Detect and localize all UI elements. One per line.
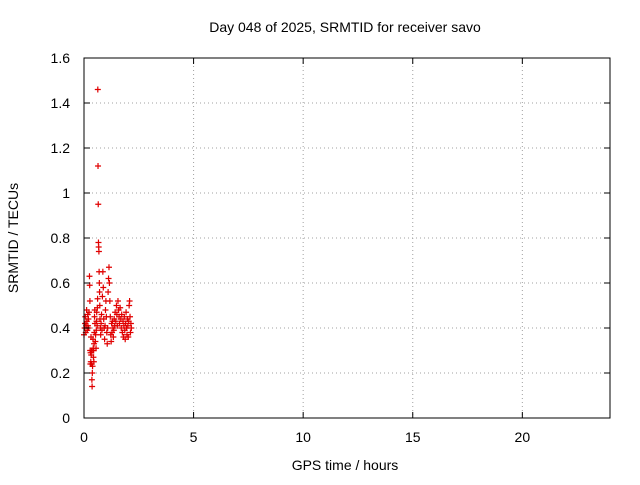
data-point (92, 331, 99, 338)
data-point (98, 320, 105, 327)
data-point (93, 327, 100, 334)
data-point (106, 298, 113, 304)
y-tick-label: 1.4 (51, 95, 71, 111)
data-point (103, 329, 110, 336)
data-point (127, 329, 134, 336)
data-point (110, 327, 117, 334)
y-tick-label: 0.6 (51, 275, 71, 291)
data-point (86, 273, 93, 280)
y-tick-label: 0.8 (51, 230, 71, 246)
data-point (116, 320, 123, 327)
data-point (122, 336, 129, 343)
y-tick-label: 1 (62, 185, 70, 201)
data-point (108, 338, 115, 345)
data-point (100, 284, 107, 291)
y-tick-label: 1.6 (51, 50, 71, 66)
data-point (96, 280, 103, 286)
y-tick-label: 0.2 (51, 365, 71, 381)
data-point (124, 322, 131, 329)
data-point (96, 302, 103, 309)
data-point (93, 318, 100, 325)
data-point (92, 338, 99, 345)
x-tick-label: 20 (515, 429, 531, 445)
data-point (102, 307, 109, 313)
data-point (99, 293, 106, 300)
data-point (107, 313, 114, 320)
y-tick-label: 0 (62, 410, 70, 426)
data-point (94, 322, 101, 329)
plot-frame (83, 57, 611, 419)
data-point (97, 331, 104, 338)
axis-ticks: 0 5 10 15 20 0 0.2 0.4 0.6 0.8 1 1.2 1.4 1.6 (51, 50, 610, 445)
data-point (89, 363, 96, 370)
data-point (106, 280, 113, 286)
grid-lines (84, 58, 610, 418)
x-tick-label: 0 (80, 429, 88, 445)
data-point (114, 298, 121, 304)
data-point (123, 309, 130, 316)
data-point (86, 309, 93, 316)
data-point (105, 289, 112, 295)
data-point (90, 358, 97, 365)
data-point (113, 302, 120, 309)
data-point (95, 163, 102, 169)
data-point (128, 325, 135, 331)
data-point (95, 201, 102, 208)
data-point (105, 275, 112, 282)
data-point (127, 313, 134, 320)
data-point (99, 268, 106, 275)
x-tick-label: 15 (405, 429, 421, 445)
data-point (88, 376, 95, 383)
data-point (93, 345, 100, 352)
data-point (117, 304, 124, 311)
data-point (126, 298, 133, 304)
data-point (89, 370, 96, 376)
x-axis-label: GPS time / hours (292, 457, 399, 473)
data-point (93, 309, 100, 316)
y-axis-label: SRMTID / TECUs (5, 183, 21, 293)
y-tick-label: 1.2 (51, 140, 71, 156)
data-point (105, 264, 112, 271)
data-point (98, 311, 105, 318)
data-point (104, 340, 111, 347)
y-tick-label: 0.4 (51, 320, 71, 336)
data-point (104, 325, 111, 331)
data-point (121, 313, 128, 320)
data-points (81, 86, 135, 390)
data-point (89, 383, 96, 390)
data-point (101, 336, 108, 343)
data-point (85, 316, 92, 322)
data-point (94, 295, 101, 302)
data-point (86, 298, 93, 304)
data-point (94, 86, 101, 93)
chart-title: Day 048 of 2025, SRMTID for receiver sav… (209, 19, 481, 35)
data-point (96, 289, 103, 295)
x-tick-label: 10 (295, 429, 311, 445)
data-point (110, 334, 117, 340)
data-point (112, 318, 119, 325)
x-tick-label: 5 (190, 429, 198, 445)
data-point (95, 248, 102, 255)
data-point (91, 313, 98, 320)
data-point (125, 334, 132, 340)
